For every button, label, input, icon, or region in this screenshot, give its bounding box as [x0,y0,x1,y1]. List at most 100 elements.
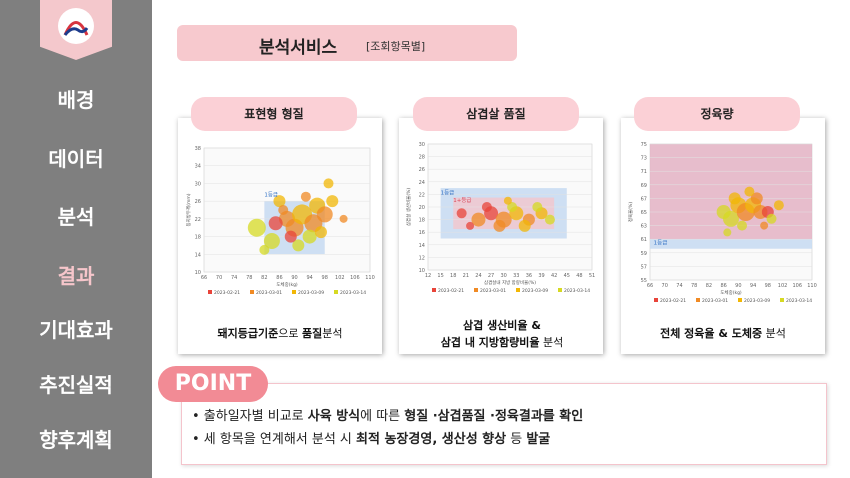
grade-zone [650,239,812,249]
data-point [316,206,333,223]
nav-item-data[interactable]: 데이터 [48,147,104,171]
x-tick-label: 45 [564,273,570,279]
data-point [760,221,769,230]
x-tick-label: 86 [276,275,282,281]
y-tick-label: 10 [419,268,425,274]
y-tick-label: 61 [641,237,647,243]
y-tick-label: 38 [195,146,201,152]
y-axis-label: 등지방두께(mm) [185,193,192,226]
point-bullet-1: • 출하일자별 비교로 사육 방식에 따른 형질 ·삼겹품질 ·정육결과를 확인 [192,405,583,424]
data-point [766,213,777,224]
chart-lean-meat: 55 57 59 61 63 65 67 69 71 73 75 66 70 74 78 82 86 90 94 98… [627,142,817,304]
x-tick-label: 110 [807,283,817,289]
x-tick-label: 94 [306,275,312,281]
nav-item-results[interactable]: 결과 [57,264,95,288]
bullet2-part2: 최적 농장경영, 생산성 향상 [356,432,507,447]
legend-swatch [292,290,296,294]
data-point [744,186,755,197]
y-tick-label: 59 [641,251,647,257]
y-tick-label: 34 [195,164,201,170]
caption-lean-meat: 전체 정육율 & 도체중 분석 [621,325,825,341]
legend-label: 2023-03-09 [298,290,324,296]
nav-item-future-plan[interactable]: 향후계획 [39,428,113,452]
data-point [278,205,289,215]
data-point [532,202,543,212]
y-tick-label: 12 [419,255,425,261]
x-tick-label: 110 [365,275,375,281]
x-tick-label: 18 [450,273,456,279]
data-point [518,219,531,232]
data-point [481,202,492,212]
y-tick-label: 67 [641,196,647,202]
caption-lean-part2: 분석 [762,327,786,340]
grade-label: 1등급 [441,189,455,196]
data-point [544,214,555,225]
data-point [723,228,732,237]
data-point [326,195,339,208]
data-point [737,220,748,231]
x-tick-label: 15 [437,273,443,279]
caption-phenotype-part3: 품질 [301,327,323,340]
legend-label: 2023-03-01 [256,290,282,296]
x-tick-label: 30 [501,273,507,279]
x-tick-label: 66 [647,283,653,289]
legend-swatch [474,288,478,292]
caption-phenotype-part1: 돼지등급기준 [217,327,279,340]
data-point [466,221,475,230]
data-point [507,202,518,212]
x-tick-label: 98 [765,283,771,289]
data-point [263,233,280,249]
data-point [292,239,305,252]
caption-belly-line2-rest: 분석 [539,336,564,349]
point-bullet-2: • 세 항목을 연계해서 분석 시 최적 농장경영, 생산성 향상 등 발굴 [192,428,550,447]
caption-belly-quality: 삼겹 생산비율 & 삼겹 내 지방함량비율 분석 [404,317,600,351]
x-tick-label: 90 [735,283,741,289]
x-tick-label: 24 [475,273,481,279]
panel-label-phenotype: 표현형 형질 [191,97,357,131]
legend-label: 2023-02-21 [214,290,240,296]
y-tick-label: 57 [641,264,647,270]
point-box [181,383,827,465]
y-tick-label: 24 [419,180,425,186]
data-point [456,208,467,219]
page-subtitle: [조회항목별] [366,40,426,53]
y-tick-label: 63 [641,224,647,230]
grade-label: 1등급 [654,240,668,247]
y-axis-label: 삼겹살 생산비율(%) [405,188,412,226]
legend-swatch [516,288,520,292]
x-tick-label: 98 [322,275,328,281]
bullet1-part1: • 출하일자별 비교로 [192,409,308,424]
nav-item-performance[interactable]: 추진실적 [39,373,113,397]
nav-item-background[interactable]: 배경 [57,88,95,112]
x-tick-label: 66 [201,275,207,281]
y-tick-label: 16 [419,230,425,236]
chart-phenotype: 10 14 18 22 26 30 34 38 66 70 74 78 82 86 90 94 98 102 106… [185,146,375,296]
x-tick-label: 74 [231,275,237,281]
legend-swatch [654,298,658,302]
y-tick-label: 69 [641,183,647,189]
legend-label: 2023-02-21 [660,298,686,304]
y-tick-label: 22 [195,217,201,223]
nav-item-analysis[interactable]: 분석 [57,205,95,229]
x-tick-label: 74 [676,283,682,289]
y-tick-label: 14 [419,243,425,249]
data-point [314,226,327,239]
x-tick-label: 106 [350,275,360,281]
x-tick-label: 12 [425,273,431,279]
data-point [773,200,784,211]
legend-swatch [250,290,254,294]
nav-item-expected-effects[interactable]: 기대효과 [39,318,113,342]
grade-label: 1+등급 [453,197,471,204]
page-title: 분석서비스 [259,38,338,58]
y-tick-label: 26 [195,199,201,205]
legend-label: 2023-03-09 [522,288,548,294]
caption-belly-line2-bold: 삼겹 내 지방함량비율 [440,336,540,349]
bullet2-part1: • 세 항목을 연계해서 분석 시 [192,432,357,447]
data-point [268,216,283,231]
data-point [728,192,741,205]
legend-label: 2023-03-01 [480,288,506,294]
legend-label: 2023-03-01 [702,298,728,304]
y-tick-label: 28 [419,155,425,161]
y-tick-label: 14 [195,252,201,258]
